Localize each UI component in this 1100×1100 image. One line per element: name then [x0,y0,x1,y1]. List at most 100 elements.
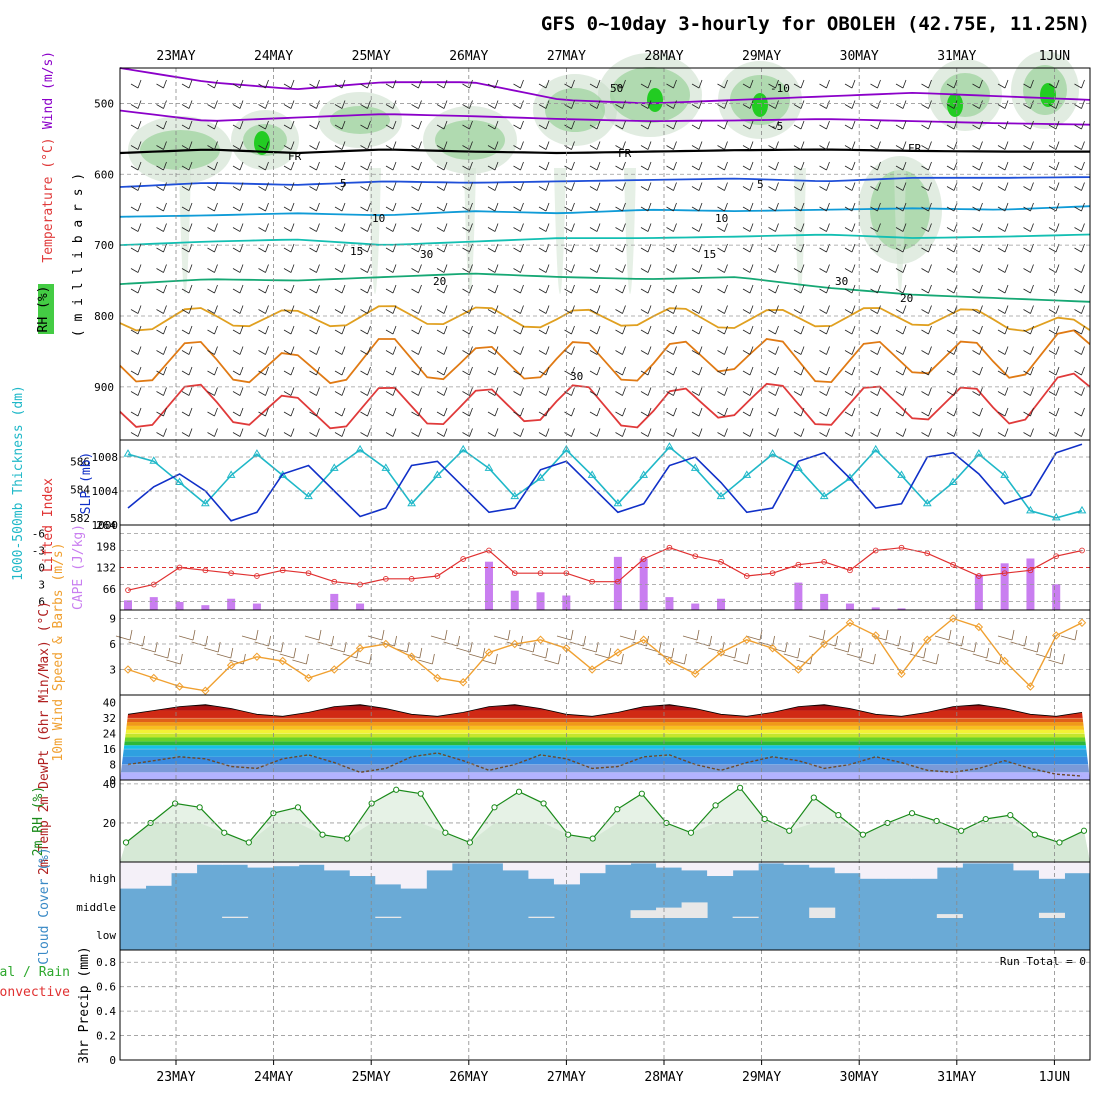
wind-barb [487,120,499,130]
wind-barb [997,284,1009,294]
wind-barb [130,428,142,437]
wind-barb [819,100,830,109]
wind-barb-10m [241,629,259,641]
wind-barb [1023,428,1034,437]
wind-barb [717,202,728,212]
wind-barb [921,243,932,253]
thickness-point [1026,505,1035,514]
li-point [640,556,647,562]
wind-barb [462,366,473,376]
cape-bar [613,556,622,610]
slp-tick: 1000 [92,519,119,532]
wind-barb-10m [267,641,284,653]
wind-barb-10m [292,653,309,665]
wind-barb [895,223,907,232]
wind-barb [232,79,244,89]
wind-barb [181,325,193,335]
wind-barb [1048,346,1060,355]
cape-bar [252,603,261,610]
wind-speed-point [407,652,416,661]
wind-barb [640,305,652,314]
wind-barb [564,305,575,314]
wind-barb [385,79,397,89]
wind-barb [946,407,958,417]
wind-barb [436,366,448,376]
thickness-point [922,498,932,507]
isotherm-line [119,372,1091,430]
wind-speed-point [1077,618,1087,627]
cloud-high-gap [400,862,427,889]
wind-barb [462,100,473,109]
thickness-tick: 586 [70,455,90,468]
wind-barb [309,325,320,335]
wind-speed-point [201,686,210,695]
wind-barb-10m [304,629,322,641]
cloud-high-gap [273,862,300,867]
cloud-low-background [120,862,1090,950]
thickness-point [329,463,339,471]
isotherm-line [119,329,1091,385]
li-tick: -6 [32,528,45,541]
rh-point [466,839,473,846]
wind-barb [946,141,958,150]
rh-shade-core [1040,83,1056,107]
li-point [331,578,338,585]
cape-bar [124,600,132,610]
y-label-precip: 3hr Precip (mm) [77,946,92,1063]
wind-barb [793,243,805,253]
temp-band [120,764,1090,773]
wind-barb [1048,284,1060,294]
wind-barb [1074,407,1085,417]
rh-legend-swatch [38,284,54,334]
temp-tick: 8 [109,759,116,772]
wind-barb-10m [997,629,1015,641]
wind-barb-10m [355,653,372,665]
cape-tick: 198 [96,540,116,553]
wind-barb [921,284,932,294]
y-label-li: Lifted Index [41,478,56,572]
panel-frame [119,439,1091,526]
wind-barb [793,366,805,376]
thickness-point [123,449,133,457]
wind-barb [181,202,193,212]
rh-point [687,829,695,836]
wind-barb [232,223,244,232]
li-point [408,575,415,582]
wind-speed-point [923,635,932,644]
wind-barb [436,182,448,191]
wind-barb [538,264,550,273]
wind-barb [870,407,881,417]
wind-barb [258,284,269,294]
cape-bar [330,593,339,610]
wind-barb [666,346,677,355]
date-label-bottom: 28MAY [644,1070,683,1085]
cape-tick: 264 [96,519,116,532]
cloud-high-gap [528,862,555,879]
rh-point [393,786,400,793]
wind-barb [385,346,397,355]
wind-barb [181,387,193,396]
wind-barb [513,428,524,437]
cape-bar [974,574,983,610]
wind-barb-10m [607,653,624,665]
wind-barb [1074,223,1085,232]
wind-barb [615,79,626,89]
cloud-high-gap [502,862,529,871]
wind-barb [564,407,575,417]
wind-barb [207,182,218,191]
wind-speed-point [613,648,623,657]
wind-barb [895,264,907,273]
wind-barb [181,366,193,376]
wind-barb [232,161,244,171]
wind-barb [309,100,320,109]
wind-barb [819,346,830,355]
wind-barb-10m [531,647,549,659]
wind-barb [462,161,473,171]
wind-barb [385,407,397,417]
wind-barb [283,100,295,109]
wind-barb [360,264,371,273]
wind-barb [972,202,983,212]
wind-barb [411,264,422,273]
li-point [821,558,828,565]
wind-barb [793,161,805,171]
